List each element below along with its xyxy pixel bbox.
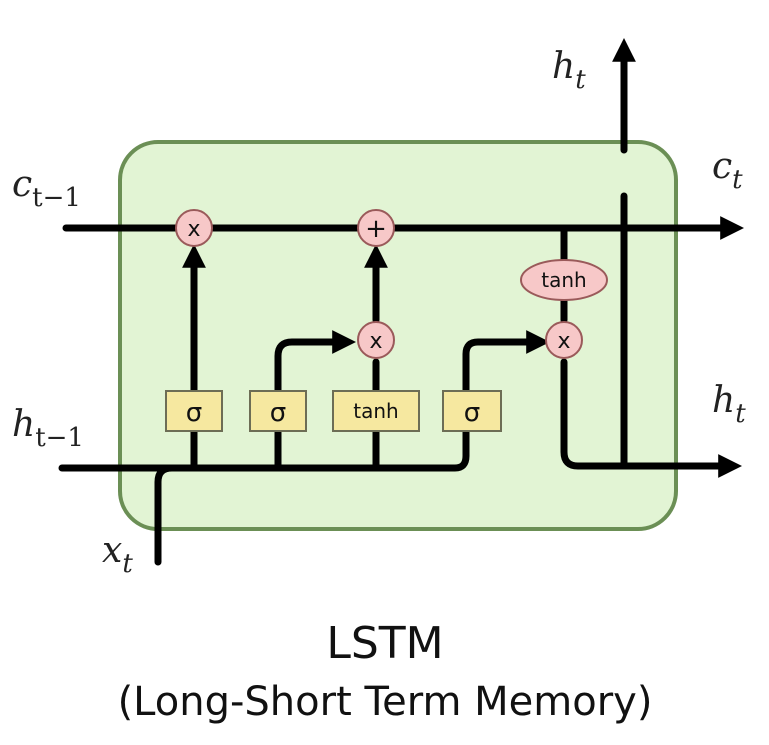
input-gate-line — [274, 330, 357, 472]
op-output-mult: x — [545, 321, 583, 359]
gate-candidate: tanh — [332, 390, 420, 432]
op-forget-mult: x — [175, 209, 213, 247]
label-c-prev: ct−1 — [12, 164, 81, 213]
cell-body — [118, 140, 678, 531]
op-forget-mult-label: x — [187, 217, 200, 242]
gate-output: σ — [442, 390, 502, 432]
op-cell-add: + — [357, 209, 395, 247]
output-line — [560, 358, 743, 478]
label-x-in: xt — [102, 530, 133, 579]
gate-forget: σ — [165, 390, 223, 432]
op-cell-tanh: tanh — [520, 259, 608, 301]
caption-title: LSTM — [326, 618, 443, 669]
label-h-out-top: ht — [552, 46, 586, 95]
op-cell-add-label: + — [365, 214, 387, 244]
gate-candidate-label: tanh — [353, 399, 398, 423]
x-input-line — [154, 464, 176, 566]
op-input-mult-label: x — [369, 329, 382, 354]
label-h-out-right: ht — [712, 380, 746, 429]
gate-output-label: σ — [464, 398, 480, 428]
caption-subtitle: (Long-Short Term Memory) — [118, 679, 653, 725]
op-input-mult: x — [357, 321, 395, 359]
gate-input: σ — [249, 390, 307, 432]
label-h-prev: ht−1 — [12, 404, 84, 453]
gate-forget-label: σ — [186, 398, 202, 428]
gate-input-label: σ — [270, 398, 286, 428]
label-c-next: ct — [712, 146, 743, 195]
op-cell-tanh-label: tanh — [541, 268, 586, 292]
op-output-mult-label: x — [557, 329, 570, 354]
